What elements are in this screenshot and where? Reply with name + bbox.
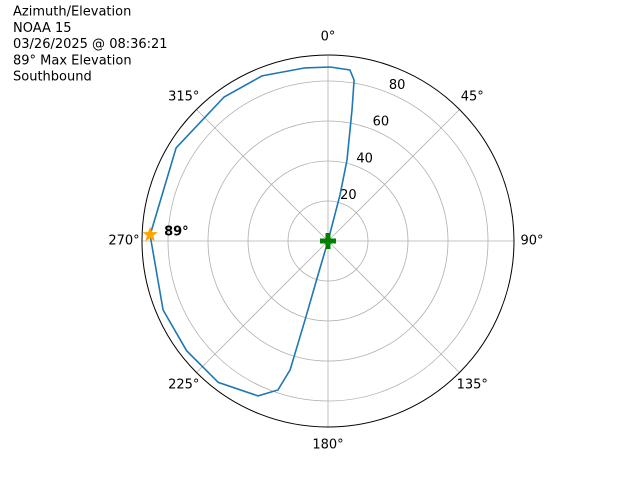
theta-tick-label: 315° — [168, 89, 199, 104]
theta-tick-label: 270° — [108, 234, 139, 249]
theta-tick-label: 90° — [520, 234, 543, 249]
theta-tick-label: 135° — [457, 378, 488, 393]
r-tick-label: 20 — [340, 188, 357, 203]
grid-spoke — [327, 109, 460, 242]
r-tick-label: 60 — [373, 115, 390, 130]
title-line: Azimuth/Elevation — [13, 5, 131, 20]
title-line: 03/26/2025 @ 08:36:21 — [13, 37, 168, 52]
grid-spoke — [327, 240, 460, 373]
theta-tick-label: 225° — [168, 378, 199, 393]
title-line: NOAA 15 — [13, 21, 72, 36]
theta-tick-label: 180° — [312, 438, 343, 453]
start-marker — [320, 233, 336, 249]
r-tick-label: 80 — [389, 78, 406, 93]
pass-line — [149, 66, 355, 397]
max-marker — [142, 226, 158, 242]
r-tick-label: 40 — [356, 151, 373, 166]
grid-spoke — [196, 240, 329, 373]
title-line: Southbound — [13, 70, 92, 85]
theta-tick-label: 45° — [461, 89, 484, 104]
outer-frame — [141, 54, 515, 428]
grid-spoke — [196, 109, 329, 242]
max-label: 89° — [164, 224, 189, 239]
title-line: 89° Max Elevation — [13, 53, 132, 68]
theta-tick-label: 0° — [321, 30, 336, 45]
